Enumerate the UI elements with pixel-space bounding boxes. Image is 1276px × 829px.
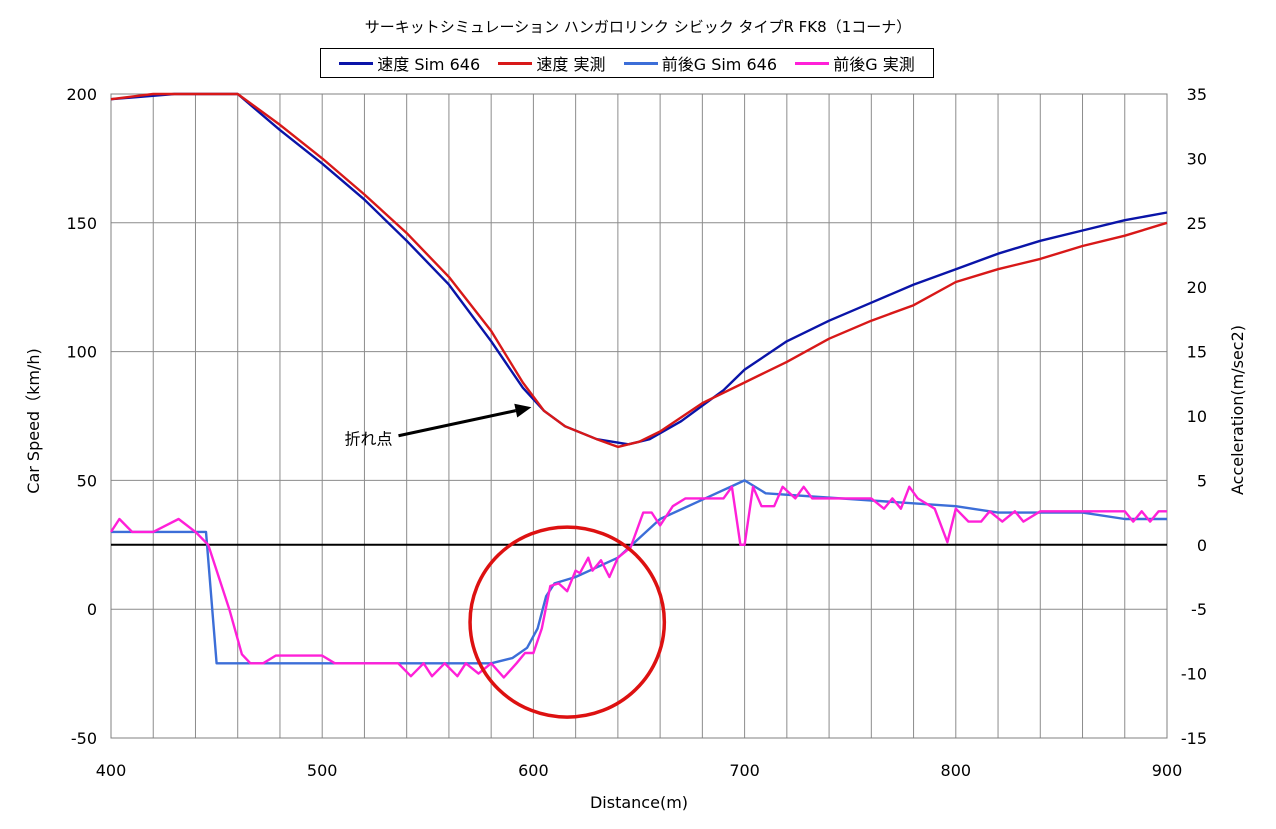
y2-tick-label: 5 [1197, 471, 1207, 490]
legend-label-speed-sim: 速度 Sim 646 [377, 55, 481, 74]
x-tick-label: 400 [96, 761, 127, 780]
legend-swatch-accel-actual [795, 61, 830, 65]
x-tick-label: 600 [518, 761, 549, 780]
x-tick-label: 700 [729, 761, 760, 780]
series-line-accel-sim [111, 479, 1167, 665]
y2-tick-label: 0 [1197, 536, 1207, 555]
legend-swatch-speed-actual [498, 61, 533, 65]
legend: 速度 Sim 646 速度 実測 前後G Sim 646 前後G 実測 [320, 48, 934, 78]
series-layer [109, 92, 1168, 679]
tick-labels: 400 500 600 700 800 900-50050100150200-15-10-… [66, 85, 1207, 780]
chart-title: サーキットシミュレーション ハンガロリンク シビック タイプR FK8（1コーナ… [364, 18, 912, 36]
y-tick-label: 150 [66, 214, 97, 233]
y-tick-label: 100 [66, 343, 97, 362]
y2-tick-label: 15 [1187, 343, 1207, 362]
y-tick-label: 50 [77, 471, 97, 490]
y2-tick-label: 30 [1187, 149, 1207, 168]
legend-item-accel-sim: 前後G Sim 646 [623, 51, 778, 75]
y-axis-title: Car Speed（km/h) [24, 348, 43, 493]
y2-tick-label: -10 [1181, 665, 1207, 684]
x-tick-label: 900 [1152, 761, 1183, 780]
highlight-circle [468, 525, 667, 719]
series-line-speed-actual [110, 92, 1168, 449]
annotation-label: 折れ点 [344, 430, 392, 449]
x-tick-label: 800 [941, 761, 972, 780]
y2-tick-label: 20 [1187, 278, 1207, 297]
series-line-accel-actual [109, 485, 1167, 679]
y2-tick-label: 10 [1187, 407, 1207, 426]
legend-swatch-accel-sim [623, 61, 658, 65]
y2-tick-label: -5 [1191, 600, 1207, 619]
annotation-arrow-shaft [398, 409, 517, 438]
x-tick-label: 500 [307, 761, 338, 780]
y-tick-label: -50 [71, 729, 97, 748]
annotation-arrow-head [514, 403, 532, 418]
series-line-speed-sim [110, 92, 1168, 446]
legend-label-accel-actual: 前後G 実測 [833, 55, 915, 74]
legend-item-accel-actual: 前後G 実測 [795, 51, 915, 75]
x-axis-title: Distance(m) [590, 793, 688, 812]
y-tick-label: 0 [87, 600, 97, 619]
annotation-layer: 折れ点 [344, 403, 667, 719]
legend-item-speed-sim: 速度 Sim 646 [339, 51, 480, 75]
legend-swatch-speed-sim [339, 61, 374, 65]
legend-label-accel-sim: 前後G Sim 646 [661, 55, 778, 74]
y2-tick-label: -15 [1181, 729, 1207, 748]
y-tick-label: 200 [66, 85, 97, 104]
legend-label-speed-actual: 速度 実測 [536, 55, 606, 74]
y2-tick-label: 35 [1187, 85, 1207, 104]
y2-axis-title: Acceleration(m/sec2) [1228, 325, 1247, 495]
y2-tick-label: 25 [1187, 214, 1207, 233]
grid-lines [111, 93, 1167, 739]
legend-item-speed-actual: 速度 実測 [498, 51, 605, 75]
plot-frame [110, 93, 1168, 739]
